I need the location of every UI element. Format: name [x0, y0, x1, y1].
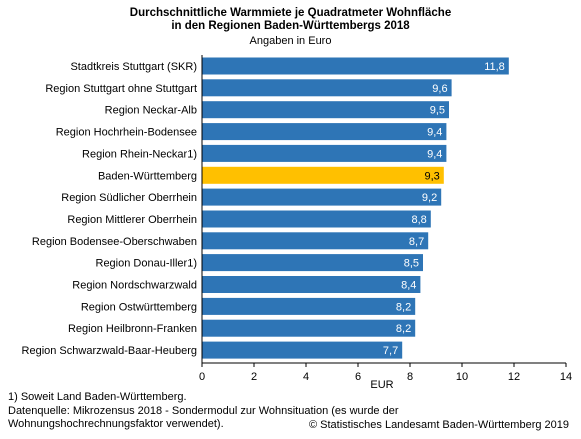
- bar-12: [202, 319, 416, 337]
- value-label-13: 7,7: [383, 345, 398, 357]
- bar-13: [202, 341, 403, 359]
- value-label-6: 9,2: [422, 192, 437, 204]
- x-tick-label-4: 8: [407, 371, 413, 383]
- bar-1: [202, 79, 452, 97]
- footnote-1: 1) Soweit Land Baden-Württemberg.: [8, 391, 187, 403]
- bar-7: [202, 210, 431, 228]
- category-label-11: Region Ostwürttemberg: [81, 301, 197, 313]
- value-label-3: 9,4: [427, 127, 442, 139]
- bar-2: [202, 101, 449, 119]
- category-label-0: Stadtkreis Stuttgart (SKR): [70, 61, 197, 73]
- footnotes: 1) Soweit Land Baden-Württemberg. Datenq…: [8, 391, 468, 432]
- value-label-1: 9,6: [432, 83, 447, 95]
- chart-title-line-1: Durchschnittliche Warmmiete je Quadratme…: [129, 7, 452, 19]
- chart-title-line-2: in den Regionen Baden-Württembergs 2018: [171, 20, 410, 32]
- category-label-5: Baden-Württemberg: [98, 170, 197, 182]
- category-label-4: Region Rhein-Neckar1): [82, 148, 197, 160]
- bar-3: [202, 123, 447, 141]
- value-label-4: 9,4: [427, 148, 442, 160]
- category-label-2: Region Neckar-Alb: [105, 105, 197, 117]
- value-label-2: 9,5: [430, 105, 445, 117]
- bar-11: [202, 297, 416, 315]
- value-label-12: 8,2: [396, 323, 411, 335]
- x-tick-label-3: 6: [355, 371, 361, 383]
- value-label-11: 8,2: [396, 301, 411, 313]
- x-tick-label-2: 4: [303, 371, 309, 383]
- bar-8: [202, 232, 429, 250]
- chart-title: Durchschnittliche Warmmiete je Quadratme…: [0, 7, 581, 33]
- footnote-source: Datenquelle: Mikrozensus 2018 - Sondermo…: [8, 404, 399, 431]
- bar-10: [202, 276, 421, 293]
- value-label-7: 8,8: [412, 214, 427, 226]
- x-tick-label-7: 14: [560, 371, 572, 383]
- category-label-1: Region Stuttgart ohne Stuttgart: [45, 83, 197, 95]
- category-label-13: Region Schwarzwald-Baar-Heuberg: [22, 345, 197, 357]
- category-label-3: Region Hochrhein-Bodensee: [56, 127, 197, 139]
- value-label-0: 11,8: [484, 61, 505, 73]
- bar-6: [202, 188, 442, 206]
- category-label-9: Region Donau-Iller1): [96, 258, 198, 270]
- category-label-12: Region Heilbronn-Franken: [68, 323, 197, 335]
- bar-9: [202, 254, 423, 272]
- value-label-10: 8,4: [401, 280, 416, 292]
- x-tick-label-0: 0: [199, 371, 205, 383]
- category-label-8: Region Bodensee-Oberschwaben: [32, 236, 197, 248]
- bar-5: [202, 166, 444, 184]
- value-label-8: 8,7: [409, 236, 424, 248]
- x-tick-label-1: 2: [251, 371, 257, 383]
- category-label-10: Region Nordschwarzwald: [72, 280, 197, 292]
- value-label-5: 9,3: [425, 170, 440, 182]
- chart-subtitle: Angaben in Euro: [249, 35, 332, 47]
- x-tick-label-5: 10: [456, 371, 468, 383]
- bar-0: [202, 57, 509, 75]
- copyright-credit: © Statistisches Landesamt Baden-Württemb…: [308, 419, 569, 431]
- value-label-9: 8,5: [404, 258, 419, 270]
- bar-4: [202, 144, 447, 162]
- x-axis-label: EUR: [370, 379, 393, 391]
- x-tick-label-6: 12: [508, 371, 520, 383]
- category-label-6: Region Südlicher Oberrhein: [61, 192, 197, 204]
- category-label-7: Region Mittlerer Oberrhein: [67, 214, 197, 226]
